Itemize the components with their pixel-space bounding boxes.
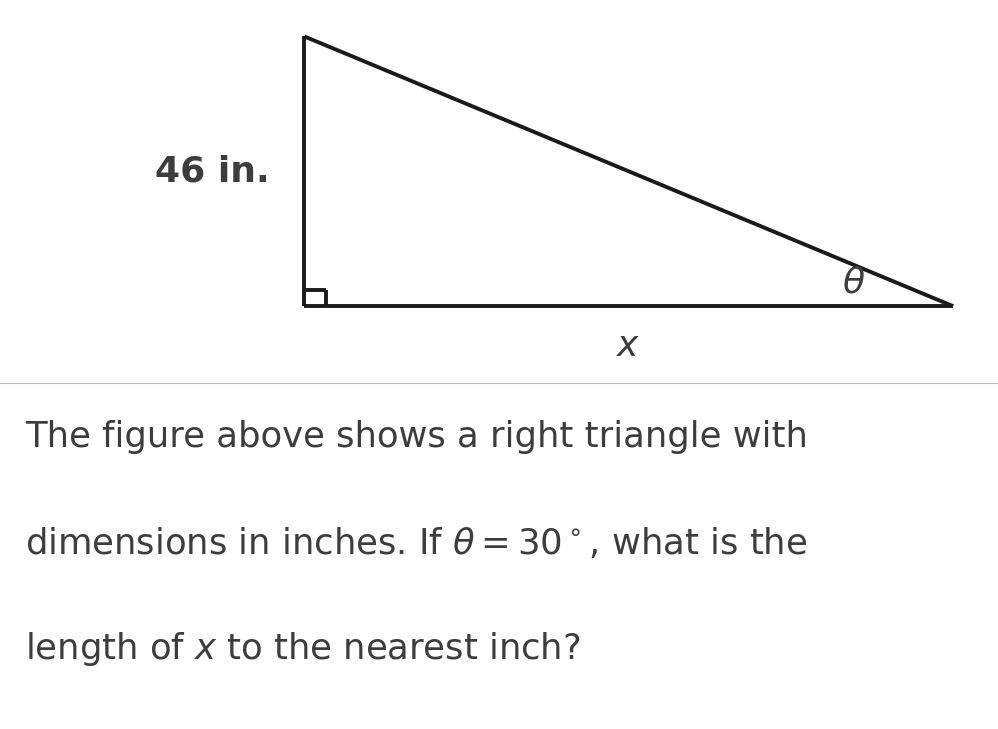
Text: length of $x$ to the nearest inch?: length of $x$ to the nearest inch? [25, 630, 581, 668]
Text: dimensions in inches. If $\theta = 30^\circ$, what is the: dimensions in inches. If $\theta = 30^\c… [25, 526, 807, 561]
Text: 46 in.: 46 in. [155, 155, 269, 188]
Text: The figure above shows a right triangle with: The figure above shows a right triangle … [25, 421, 807, 454]
Text: $\theta$: $\theta$ [841, 266, 865, 300]
Text: $x$: $x$ [617, 330, 641, 363]
